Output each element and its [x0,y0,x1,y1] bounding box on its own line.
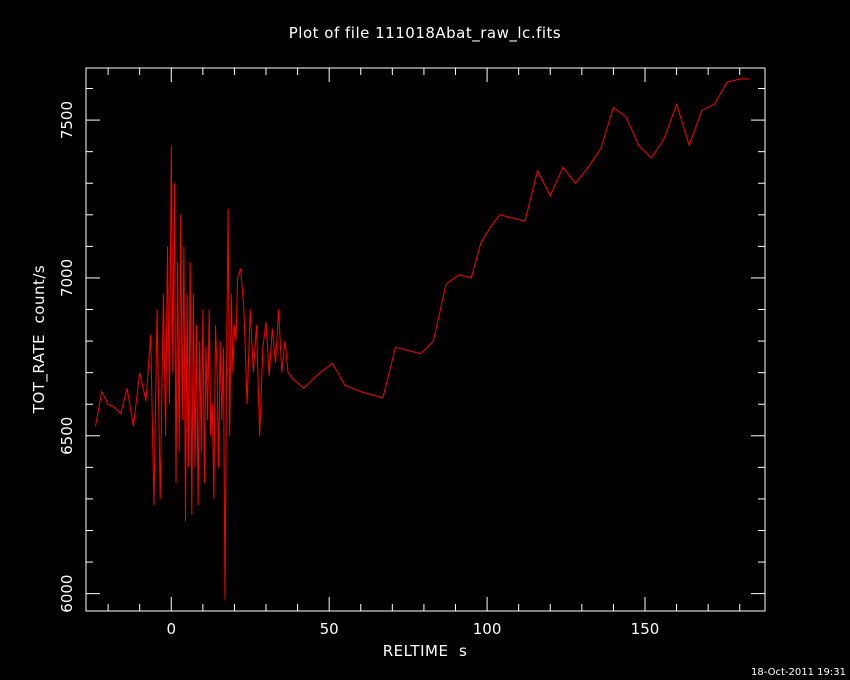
series-line-tot-rate [95,78,750,601]
footer-timestamp: 18-Oct-2011 19:31 [751,667,846,678]
y-axis-label: TOT_RATE count/s [30,265,49,414]
x-tick-label: 0 [166,620,176,638]
y-tick-label: 7000 [58,259,76,297]
y-tick-label: 7500 [58,101,76,139]
y-tick-label: 6000 [58,575,76,613]
x-axis-label: RELTIME s [383,642,468,660]
x-tick-label: 150 [631,620,660,638]
plot-frame [85,67,766,612]
x-tick-label: 50 [320,620,339,638]
y-tick-label: 6500 [58,417,76,455]
axis-ticks [86,68,765,611]
x-tick-label: 100 [473,620,502,638]
tick-labels: 0 50 100 150 6000 6500 7000 7500 [58,101,659,638]
chart-title: Plot of file 111018Abat_raw_lc.fits [289,24,561,43]
